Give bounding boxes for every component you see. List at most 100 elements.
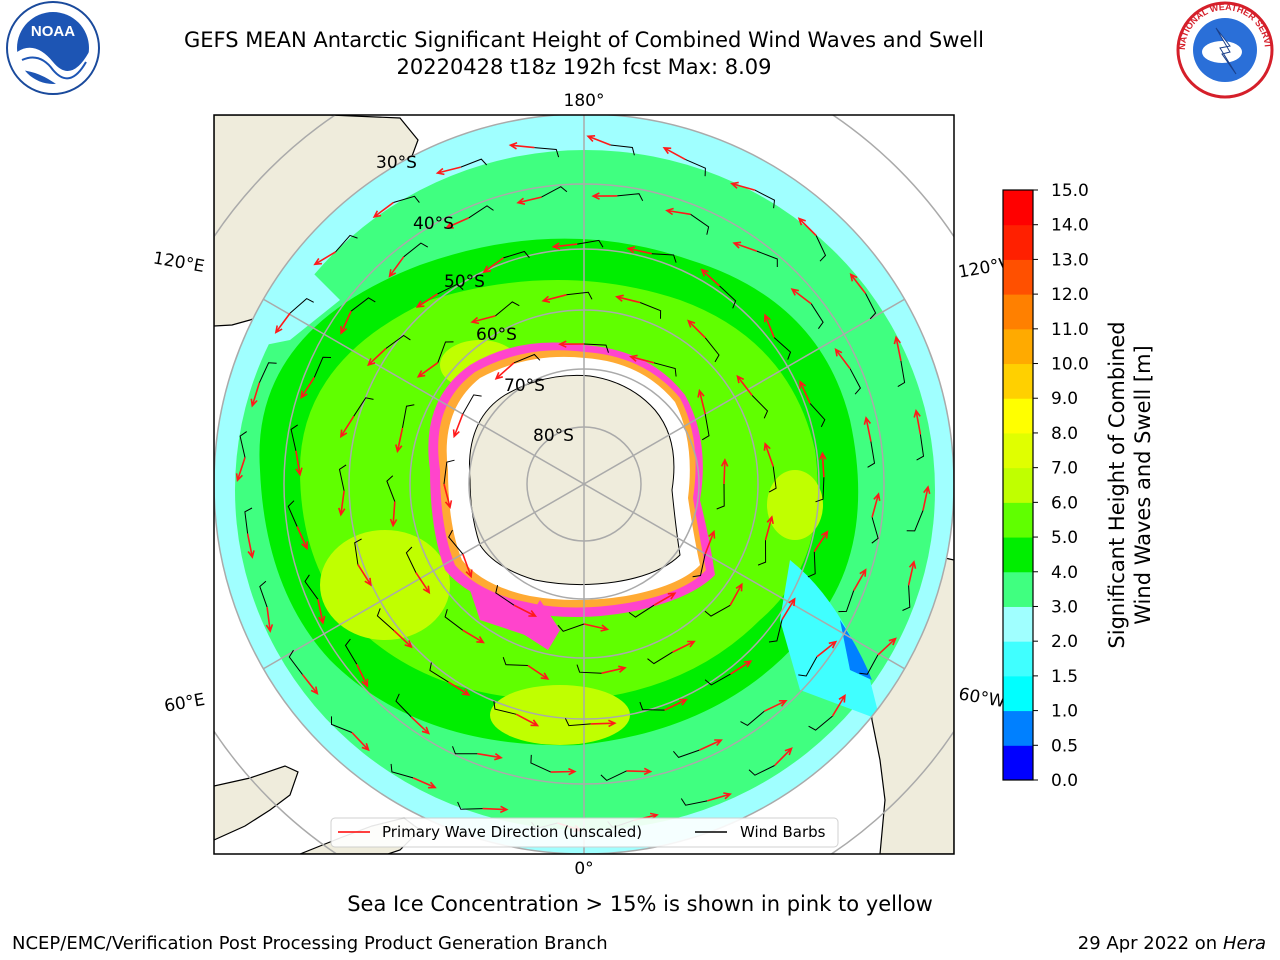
colorbar-tick-label: 0.0 xyxy=(1051,771,1078,791)
wind-barb xyxy=(393,195,420,203)
wind-barb xyxy=(495,584,515,606)
wind-barb xyxy=(541,186,568,198)
wind-barb xyxy=(513,353,541,364)
wave-direction-arrow xyxy=(922,485,931,511)
wave-direction-arrow xyxy=(482,257,504,274)
colorbar-segment xyxy=(1003,363,1033,399)
wind-barb xyxy=(704,337,720,363)
wave-direction-arrow xyxy=(586,135,611,146)
wave-direction-arrow xyxy=(601,665,627,674)
wind-barb xyxy=(493,701,517,715)
wind-barb xyxy=(651,253,677,263)
wave-direction-arrow xyxy=(351,731,370,752)
wind-barb xyxy=(754,189,776,209)
wind-barb xyxy=(405,546,417,573)
wind-barb xyxy=(647,651,673,665)
antarctica xyxy=(428,342,715,650)
wind-barb xyxy=(304,574,319,600)
wind-barb xyxy=(685,158,706,177)
lat-label-70s: 70°S xyxy=(504,376,545,396)
wind-barb xyxy=(259,580,268,608)
colorbar-tick-label: 13.0 xyxy=(1051,250,1089,270)
wind-barb xyxy=(258,362,277,383)
wave-direction-arrow xyxy=(551,242,578,250)
colorbar-tick-label: 0.5 xyxy=(1051,736,1078,756)
wave-direction-arrow xyxy=(516,196,542,205)
wave-direction-arrow xyxy=(853,568,867,591)
wave-direction-arrow xyxy=(301,674,319,695)
wind-barb xyxy=(751,395,769,419)
colorbar-tick-label: 5.0 xyxy=(1051,528,1078,548)
wind-barb xyxy=(395,693,412,718)
wave-direction-arrow xyxy=(494,362,515,380)
wave-direction-arrow xyxy=(626,767,653,776)
wave-direction-arrow xyxy=(296,526,308,551)
wind-barb xyxy=(768,466,777,493)
wind-barb xyxy=(617,193,644,202)
wind-barb xyxy=(704,673,731,686)
wind-barb xyxy=(916,434,925,461)
wave-direction-arrow xyxy=(356,663,369,688)
wave-direction-arrow xyxy=(274,312,291,334)
wave-direction-arrow xyxy=(250,382,261,408)
sea-ice-note: Sea Ice Concentration > 15% is shown in … xyxy=(347,892,933,916)
wave-direction-arrow xyxy=(340,310,352,335)
wind-barb xyxy=(577,239,604,248)
colorbar-segment xyxy=(1003,190,1033,226)
wind-barb xyxy=(402,404,415,428)
wind-barb xyxy=(244,507,253,534)
lat-label-40s: 40°S xyxy=(413,214,454,234)
chart-subtitle: 20220428 t18z 192h fcst Max: 8.09 xyxy=(396,55,772,79)
wind-barb xyxy=(719,285,737,309)
colorbar-tick-label: 12.0 xyxy=(1051,285,1089,305)
colorbar-segment xyxy=(1003,745,1033,781)
wave-direction-arrow xyxy=(698,739,723,751)
wind-barb xyxy=(503,250,530,259)
chart-title: GEFS MEAN Antarctic Significant Height o… xyxy=(183,28,985,52)
wind-barb xyxy=(385,334,411,349)
wind-barb xyxy=(557,623,585,632)
wave-direction-arrow xyxy=(893,335,902,361)
wind-barb xyxy=(716,483,725,510)
colorbar-segment xyxy=(1003,571,1033,607)
wind-barb xyxy=(768,619,783,643)
wave-direction-arrow xyxy=(799,379,811,404)
colorbar-segment xyxy=(1003,641,1033,677)
colorbar-tick-label: 6.0 xyxy=(1051,493,1078,513)
wind-barb xyxy=(462,394,482,415)
colorbar-segment xyxy=(1003,710,1033,746)
wave-direction-arrow xyxy=(372,201,394,219)
wave-direction-arrow xyxy=(295,450,303,477)
wave-direction-arrow xyxy=(790,288,812,305)
wave-direction-arrow xyxy=(672,640,696,653)
wind-barb xyxy=(704,604,731,617)
wave-direction-arrow xyxy=(686,319,706,339)
wave-direction-arrow xyxy=(415,572,431,595)
wave-direction-arrow xyxy=(781,597,796,620)
wind-barb xyxy=(429,662,449,683)
wind-barb xyxy=(867,441,876,468)
wind-barb xyxy=(452,746,478,755)
wave-direction-arrow xyxy=(448,681,471,696)
wind-barb xyxy=(444,609,464,631)
wind-barb xyxy=(809,403,826,428)
legend-wave-label: Primary Wave Direction (unscaled) xyxy=(382,823,642,841)
wind-barb xyxy=(810,303,824,329)
wind-barb xyxy=(690,213,710,235)
wave-direction-arrow xyxy=(664,698,688,711)
wind-barb xyxy=(583,343,609,353)
legend-wind-label: Wind Barbs xyxy=(740,823,826,841)
colorbar-tick-label: 10.0 xyxy=(1051,355,1089,375)
colorbar-tick-label: 15.0 xyxy=(1051,181,1089,201)
wave-direction-arrow xyxy=(527,664,550,680)
wave-direction-arrow xyxy=(415,293,438,308)
wind-barb xyxy=(639,701,665,711)
wind-barb xyxy=(859,654,879,675)
wave-direction-arrow xyxy=(558,340,585,348)
wave-direction-arrow xyxy=(246,533,255,559)
wave-direction-arrow xyxy=(357,564,372,587)
wind-barb xyxy=(502,657,528,666)
colorbar-tick-label: 2.0 xyxy=(1051,632,1078,652)
wind-barb xyxy=(897,360,906,388)
wave-direction-arrow xyxy=(704,529,716,555)
